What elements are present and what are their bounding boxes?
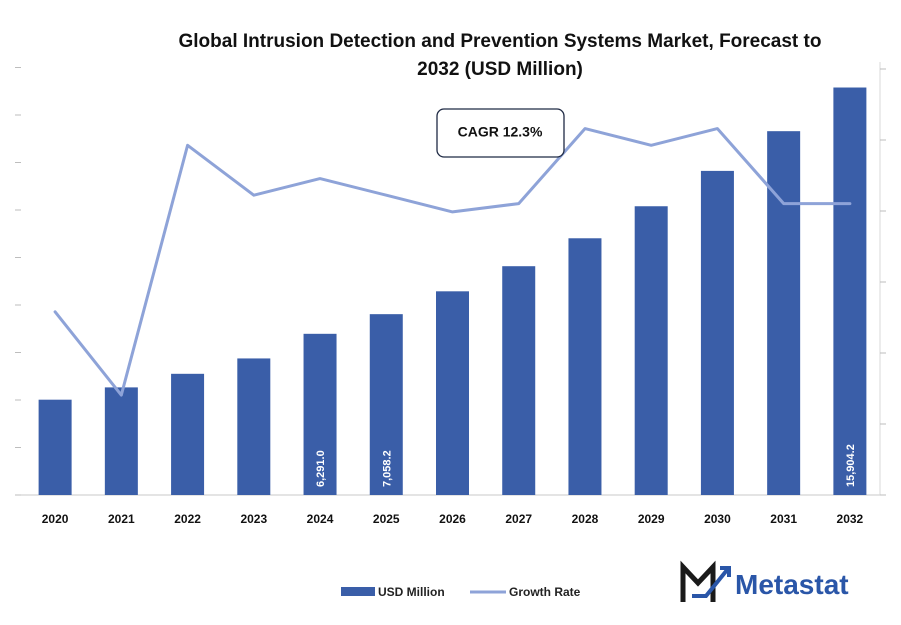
x-tick-label-2027: 2027 — [505, 512, 532, 526]
data-label-2024: 6,291.0 — [315, 450, 327, 487]
brand-name: Metastat — [735, 569, 849, 600]
x-tick-label-2025: 2025 — [373, 512, 400, 526]
cagr-annotation-text: CAGR 12.3% — [458, 124, 543, 140]
line-series — [53, 127, 852, 397]
bar-2021 — [104, 387, 138, 495]
bar-2023 — [237, 358, 271, 495]
bar-2032 — [833, 87, 867, 495]
bar-2022 — [171, 373, 205, 495]
x-tick-label-2028: 2028 — [572, 512, 599, 526]
cagr-annotation-box — [436, 108, 565, 158]
bar-2027 — [502, 266, 536, 495]
bar-2026 — [436, 291, 469, 495]
data-labels: 6,291.0 7,058.2 15,904.2 — [315, 444, 857, 487]
x-tick-label-2022: 2022 — [174, 512, 201, 526]
bar-2029 — [634, 206, 668, 495]
x-tick-label-2020: 2020 — [42, 512, 69, 526]
x-tick-label-2032: 2032 — [837, 512, 864, 526]
data-label-2032: 15,904.2 — [845, 444, 857, 487]
bar-2025 — [369, 314, 403, 495]
left-axis-ticks — [15, 67, 21, 496]
data-label-2025: 7,058.2 — [381, 450, 393, 487]
chart-title-line-1: Global Intrusion Detection and Preventio… — [179, 31, 822, 52]
x-tick-label-2023: 2023 — [240, 512, 267, 526]
bar-series — [38, 87, 867, 496]
x-tick-label-2024: 2024 — [307, 512, 334, 526]
x-tick-label-2021: 2021 — [108, 512, 135, 526]
legend-label-growth-rate: Growth Rate — [509, 585, 581, 599]
bar-2020 — [38, 399, 72, 495]
right-axis-ticks — [880, 68, 886, 496]
bar-2028 — [568, 238, 602, 496]
bar-2030 — [700, 170, 734, 495]
legend-swatch-usd-million — [341, 587, 375, 596]
x-tick-label-2030: 2030 — [704, 512, 731, 526]
legend-label-usd-million: USD Million — [378, 585, 445, 599]
metastat-m-logo-icon — [680, 560, 731, 602]
x-tick-label-2031: 2031 — [770, 512, 797, 526]
x-tick-label-2026: 2026 — [439, 512, 466, 526]
bar-2031 — [767, 131, 801, 495]
bar-2024 — [303, 333, 337, 495]
x-axis-tick-labels: 2020 2021 2022 2023 2024 2025 2026 2027 2028 2029… — [42, 512, 864, 526]
x-tick-label-2029: 2029 — [638, 512, 665, 526]
chart-title-line-2: 2032 (USD Million) — [417, 59, 583, 80]
